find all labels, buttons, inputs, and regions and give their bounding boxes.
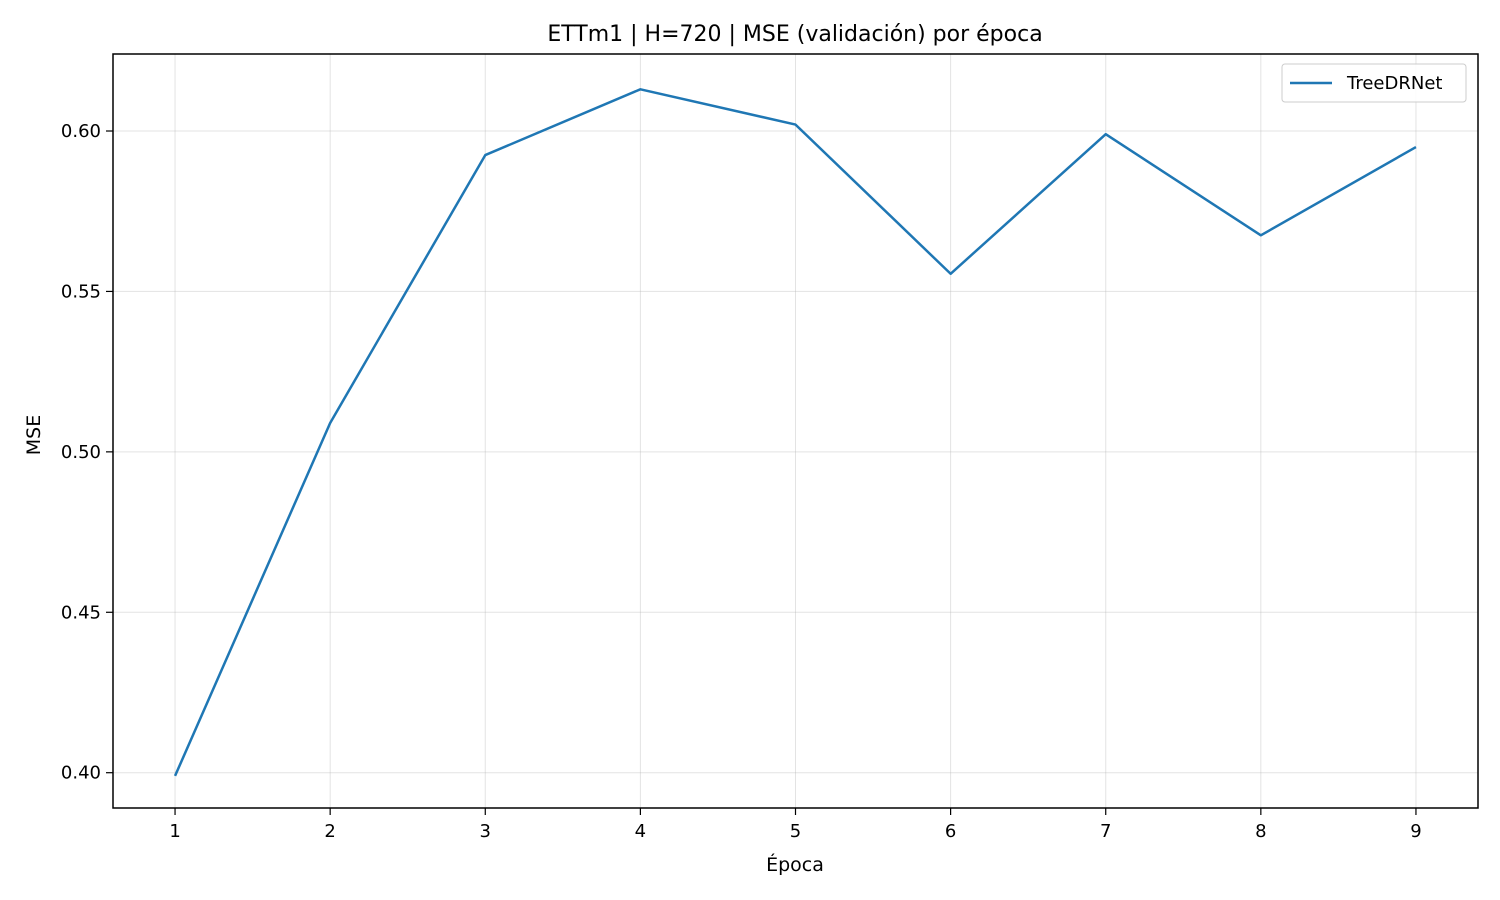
legend-box	[1281, 63, 1467, 103]
series-layer	[173, 88, 1417, 777]
series-line-0	[173, 88, 1417, 777]
y-tick-label: 0.50	[61, 442, 101, 463]
y-tick-label: 0.40	[61, 763, 101, 784]
x-tick-label: 1	[169, 821, 180, 842]
x-tick-label: 7	[1100, 821, 1111, 842]
x-axis: 1 2 3 4 5 6 7 8 9	[169, 808, 1422, 842]
x-tick-label: 4	[635, 821, 646, 842]
x-tick-label: 9	[1410, 821, 1421, 842]
x-tick-label: 2	[324, 821, 335, 842]
chart-title: ETTm1 | H=720 | MSE (validación) por épo…	[547, 22, 1042, 47]
x-tick-label: 8	[1255, 821, 1266, 842]
y-tick-label: 0.55	[61, 281, 101, 302]
y-tick-label: 0.45	[61, 602, 101, 623]
y-axis: 0.40 0.45 0.50 0.55 0.60	[61, 121, 113, 784]
legend: TreeDRNet	[1281, 63, 1467, 103]
legend-label: TreeDRNet	[1346, 73, 1442, 94]
x-tick-label: 6	[945, 821, 956, 842]
x-axis-title: Época	[766, 853, 824, 876]
grid	[113, 54, 1478, 808]
x-tick-label: 3	[480, 821, 491, 842]
y-tick-label: 0.60	[61, 121, 101, 142]
x-tick-label: 5	[790, 821, 801, 842]
y-axis-title: MSE	[23, 415, 45, 455]
